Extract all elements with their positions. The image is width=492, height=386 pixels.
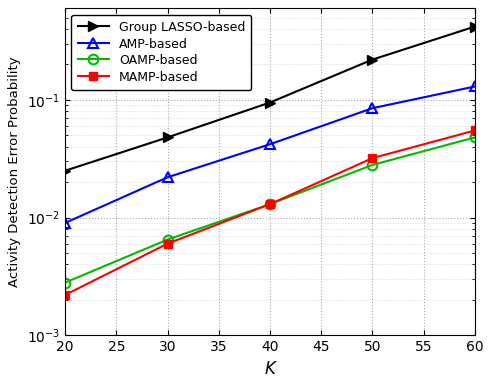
- MAMP-based: [267, 202, 273, 207]
- OAMP-based: [164, 237, 170, 242]
- Line: MAMP-based: MAMP-based: [61, 126, 479, 299]
- AMP-based: [267, 142, 273, 147]
- MAMP-based: [164, 241, 170, 246]
- Line: OAMP-based: OAMP-based: [60, 132, 480, 288]
- MAMP-based: [369, 156, 375, 161]
- Line: Group LASSO-based: Group LASSO-based: [60, 22, 480, 176]
- Line: AMP-based: AMP-based: [60, 81, 480, 228]
- Group LASSO-based: [472, 24, 478, 29]
- OAMP-based: [62, 280, 68, 285]
- AMP-based: [472, 84, 478, 89]
- Group LASSO-based: [267, 100, 273, 105]
- OAMP-based: [472, 135, 478, 140]
- Group LASSO-based: [164, 135, 170, 140]
- MAMP-based: [472, 128, 478, 133]
- Group LASSO-based: [369, 57, 375, 62]
- Group LASSO-based: [62, 168, 68, 173]
- Legend: Group LASSO-based, AMP-based, OAMP-based, MAMP-based: Group LASSO-based, AMP-based, OAMP-based…: [71, 15, 251, 90]
- OAMP-based: [369, 163, 375, 167]
- AMP-based: [369, 106, 375, 110]
- OAMP-based: [267, 202, 273, 207]
- AMP-based: [164, 175, 170, 179]
- Y-axis label: Activity Detection Error Probability: Activity Detection Error Probability: [8, 56, 21, 287]
- MAMP-based: [62, 293, 68, 297]
- X-axis label: K: K: [265, 360, 276, 378]
- AMP-based: [62, 221, 68, 225]
